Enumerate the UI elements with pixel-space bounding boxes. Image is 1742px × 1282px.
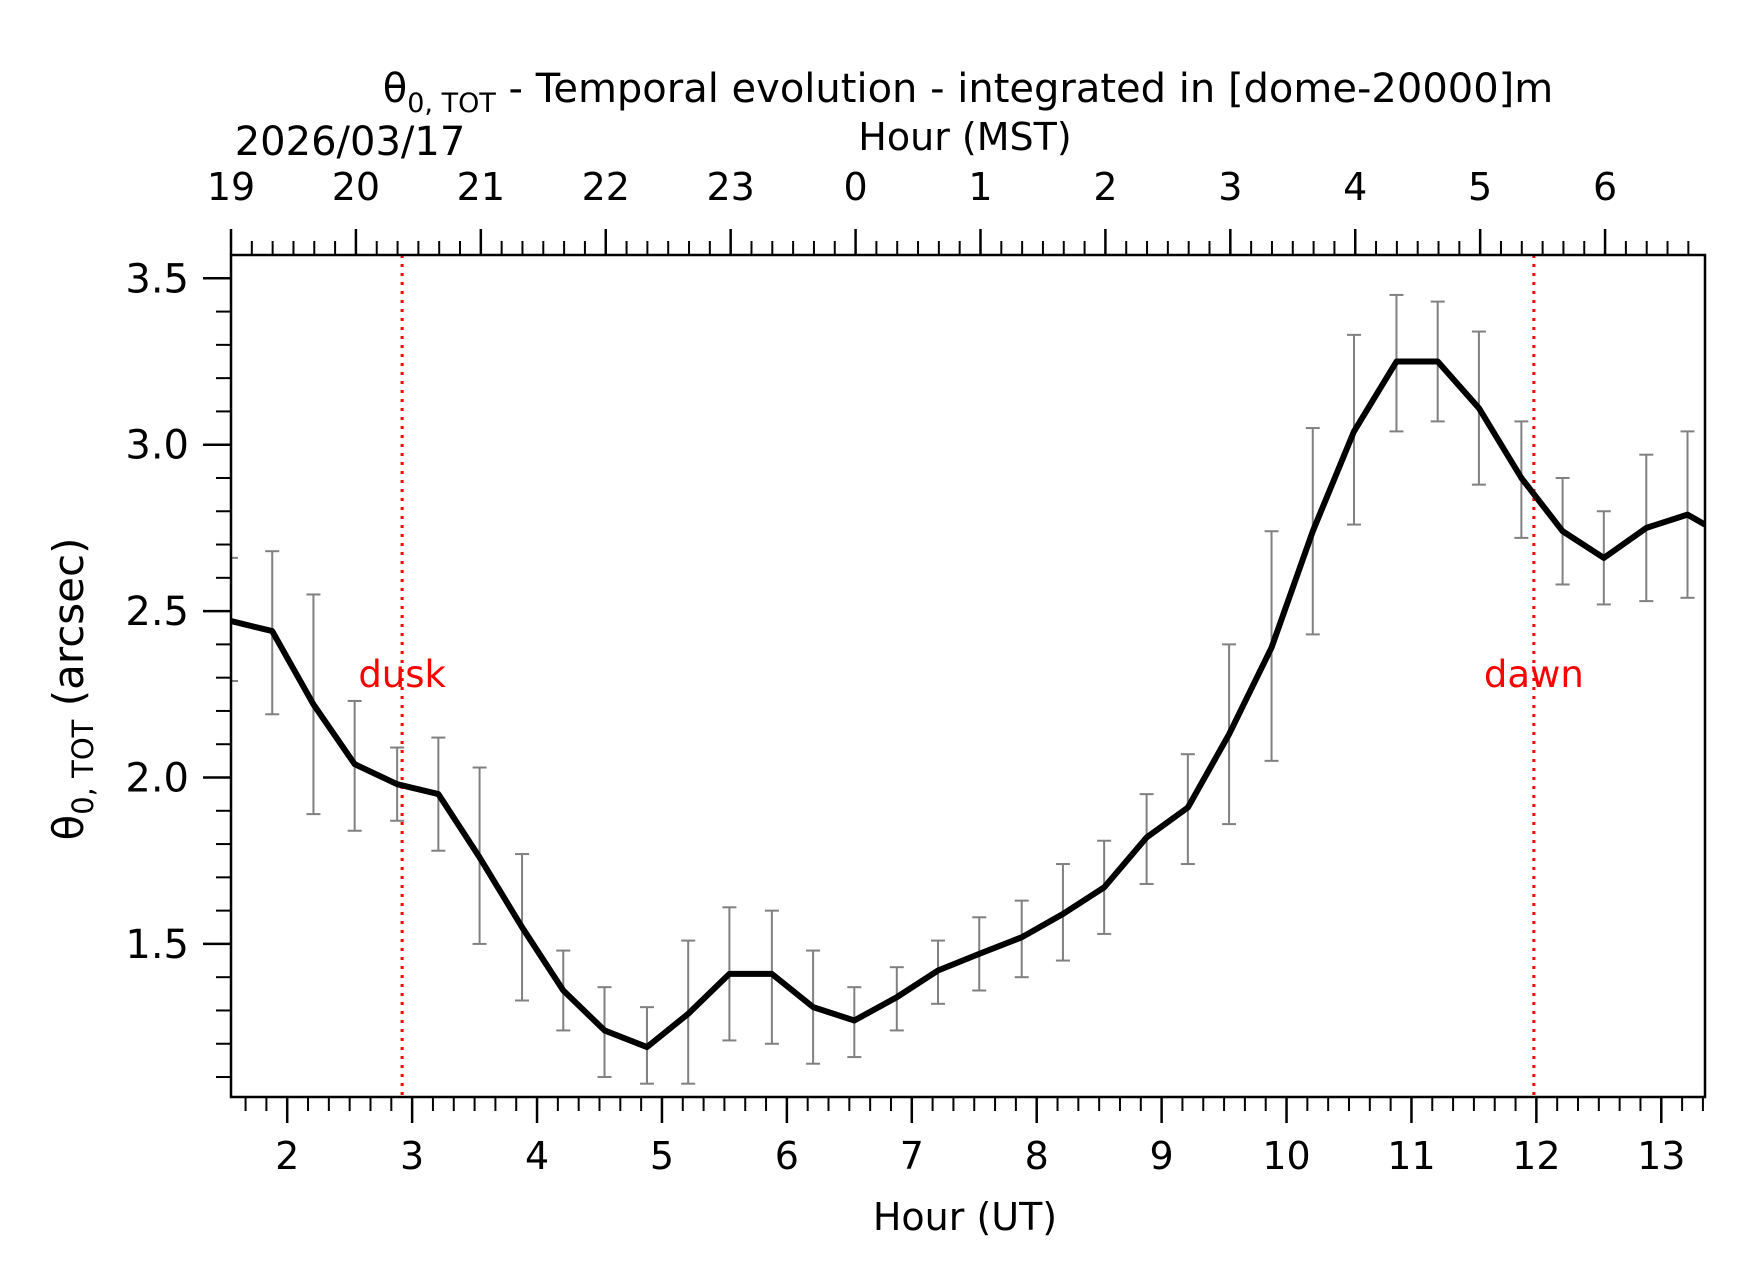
y-tick-label: 3.5 [125, 256, 189, 302]
vline-label-dusk: dusk [358, 653, 446, 696]
top-axis-label: Hour (MST) [858, 115, 1071, 159]
x-tick-label: 5 [650, 1134, 674, 1178]
x-tick-label: 8 [1025, 1134, 1049, 1178]
title-rest: - Temporal evolution - integrated in [do… [496, 66, 1553, 112]
ylabel-theta: θ [44, 815, 93, 841]
top-tick-label: 20 [332, 165, 380, 209]
top-tick-label: 3 [1218, 165, 1242, 209]
y-axis-label: θ0, TOT (arcsec) [44, 538, 100, 841]
series-line-group [231, 358, 1705, 1051]
y-tick-label: 1.5 [125, 922, 189, 968]
x-tick-label: 11 [1387, 1134, 1435, 1178]
top-tick-label: 23 [706, 165, 754, 209]
top-tick-label: 21 [457, 165, 505, 209]
y-tick-label: 3.0 [125, 423, 189, 469]
top-tick-label: 1 [968, 165, 992, 209]
plot-frame [229, 253, 1707, 1099]
x-tick-label: 10 [1262, 1134, 1310, 1178]
chart-title: θ0, TOT - Temporal evolution - integrate… [383, 66, 1553, 119]
ylabel-subscript: 0, TOT [66, 719, 100, 814]
title-theta: θ [383, 66, 407, 112]
x-tick-label: 12 [1512, 1134, 1560, 1178]
ylabel-rest: (arcsec) [44, 538, 93, 720]
top-tick-label: 2 [1093, 165, 1117, 209]
top-tick-label: 19 [207, 165, 255, 209]
date-label: 2026/03/17 [235, 119, 466, 165]
event-lines: dusk dawn [358, 255, 1584, 1097]
x-tick-label: 13 [1637, 1134, 1685, 1178]
top-tick-label: 5 [1468, 165, 1492, 209]
x-tick-label: 3 [400, 1134, 424, 1178]
top-tick-label: 6 [1593, 165, 1617, 209]
title-subscript: 0, TOT [407, 88, 496, 119]
x-axis-label: Hour (UT) [873, 1195, 1057, 1239]
x-tick-label: 7 [900, 1134, 924, 1178]
x-tick-label: 4 [525, 1134, 549, 1178]
x-tick-label: 6 [775, 1134, 799, 1178]
x-tick-label: 2 [275, 1134, 299, 1178]
top-tick-label: 0 [843, 165, 867, 209]
y-tick-label: 2.5 [125, 589, 189, 635]
series-line [231, 358, 1705, 1051]
vline-label-dawn: dawn [1484, 653, 1584, 696]
top-tick-label: 22 [582, 165, 630, 209]
top-tick-label: 4 [1343, 165, 1367, 209]
x-tick-label: 9 [1150, 1134, 1174, 1178]
y-tick-label: 2.0 [125, 756, 189, 802]
